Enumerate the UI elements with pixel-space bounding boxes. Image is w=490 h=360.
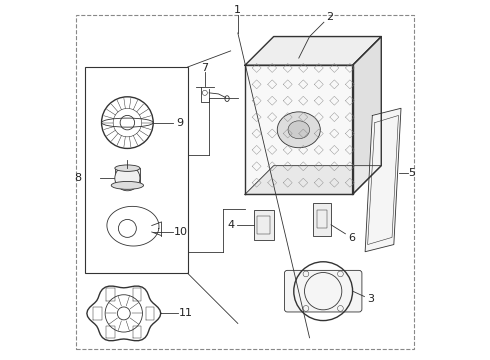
Text: 9: 9 — [176, 118, 184, 128]
Polygon shape — [245, 37, 381, 65]
Bar — [254, 210, 274, 240]
Bar — [257, 216, 270, 234]
Polygon shape — [353, 37, 381, 194]
Text: 6: 6 — [348, 233, 355, 243]
Polygon shape — [245, 65, 353, 194]
FancyBboxPatch shape — [285, 270, 362, 312]
Bar — [85, 67, 188, 273]
Ellipse shape — [111, 181, 144, 189]
Text: 2: 2 — [326, 12, 333, 22]
Text: 10: 10 — [174, 227, 188, 237]
Ellipse shape — [277, 112, 320, 148]
Text: 11: 11 — [179, 309, 193, 318]
Polygon shape — [115, 168, 140, 185]
Text: 5: 5 — [409, 168, 416, 178]
Bar — [317, 211, 327, 228]
Text: 4: 4 — [227, 220, 234, 230]
Text: 8: 8 — [74, 173, 82, 183]
Polygon shape — [365, 108, 401, 252]
Bar — [313, 203, 331, 235]
Polygon shape — [245, 166, 381, 194]
Ellipse shape — [288, 121, 310, 139]
Ellipse shape — [115, 165, 140, 171]
Text: 7: 7 — [201, 63, 208, 73]
Ellipse shape — [115, 166, 140, 191]
Text: 3: 3 — [367, 294, 374, 304]
Text: 1: 1 — [234, 5, 242, 15]
